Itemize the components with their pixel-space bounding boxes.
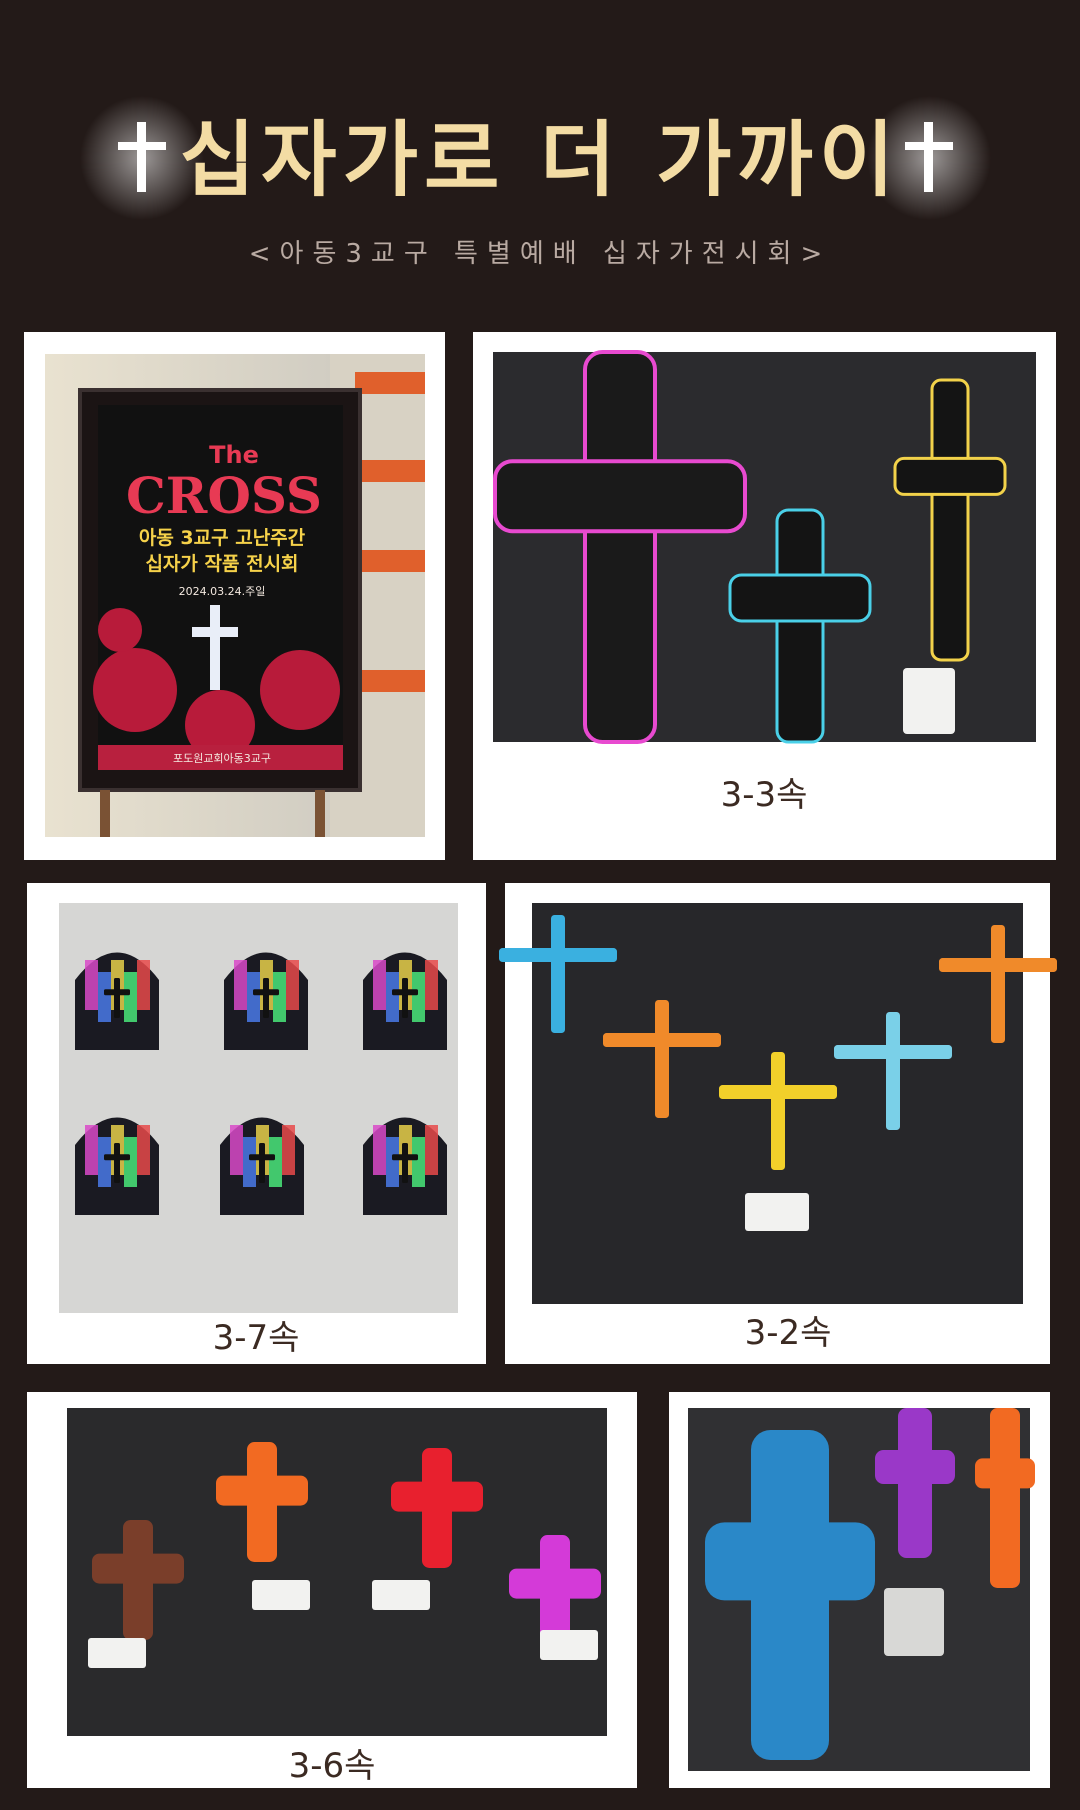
decoration: [137, 960, 150, 1010]
decoration: [392, 1143, 418, 1183]
decoration: [92, 1520, 184, 1640]
decoration: [975, 1408, 1035, 1588]
decoration: [540, 1630, 598, 1660]
decoration: [372, 1580, 430, 1610]
decoration: [705, 1430, 875, 1760]
decoration: [391, 1448, 483, 1568]
decoration: [939, 925, 1057, 1043]
decoration: [728, 508, 872, 744]
decoration: [85, 960, 98, 1010]
decoration: [234, 960, 247, 1010]
poster-text: CROSS: [126, 466, 322, 525]
decoration: [253, 978, 279, 1018]
title: 십자가로 더 가까이: [180, 113, 901, 208]
poster-text: The: [209, 441, 259, 469]
caption: 3-7속: [213, 1318, 300, 1358]
decoration: [509, 1535, 601, 1655]
decoration: [903, 668, 955, 734]
decoration: [286, 960, 299, 1010]
decoration: [282, 1125, 295, 1175]
caption: 3-3속: [721, 775, 808, 815]
decoration: [425, 960, 438, 1010]
decoration: [425, 1125, 438, 1175]
decoration: [875, 1408, 955, 1558]
decoration: [719, 1052, 837, 1170]
photo-poster: The CROSS 아동 3교구 고난주간 십자가 작품 전시회 2024.03…: [45, 354, 425, 837]
decoration: [412, 972, 425, 1022]
decoration: [273, 972, 286, 1022]
decoration: [499, 915, 617, 1033]
decoration: [104, 1143, 130, 1183]
decoration: [249, 1143, 275, 1183]
decoration: [98, 1137, 111, 1187]
decoration: [88, 1638, 146, 1668]
decoration: [137, 1125, 150, 1175]
decoration: [230, 1125, 243, 1175]
caption: 3-2속: [745, 1313, 832, 1353]
decoration: [884, 1588, 944, 1656]
decoration: [373, 1125, 386, 1175]
poster-text: 2024.03.24.주일: [179, 584, 266, 598]
decoration: [386, 1137, 399, 1187]
decoration: [834, 1012, 952, 1130]
decoration: [124, 972, 137, 1022]
decoration: [493, 350, 747, 744]
decoration: [373, 960, 386, 1010]
poster-text: 아동 3교구 고난주간: [139, 527, 306, 549]
poster-text: 십자가 작품 전시회: [145, 553, 298, 575]
decoration: [247, 972, 260, 1022]
decoration: [104, 978, 130, 1018]
caption: 3-6속: [289, 1746, 376, 1786]
decoration: [98, 972, 111, 1022]
decoration: [243, 1137, 256, 1187]
decoration: [269, 1137, 282, 1187]
decoration: [216, 1442, 308, 1562]
decoration: [85, 1125, 98, 1175]
header-cross: [118, 122, 953, 192]
decoration: [386, 972, 399, 1022]
decoration: [893, 378, 1007, 662]
decoration: [603, 1000, 721, 1118]
poster-text: 포도원교회아동3교구: [173, 752, 271, 765]
decorations: [75, 350, 1057, 1760]
subtitle: <아동3교구 특별예배 십자가전시회>: [249, 239, 832, 269]
decoration: [412, 1137, 425, 1187]
decoration: [392, 978, 418, 1018]
decoration: [745, 1193, 809, 1231]
decoration: [124, 1137, 137, 1187]
decoration: [252, 1580, 310, 1610]
